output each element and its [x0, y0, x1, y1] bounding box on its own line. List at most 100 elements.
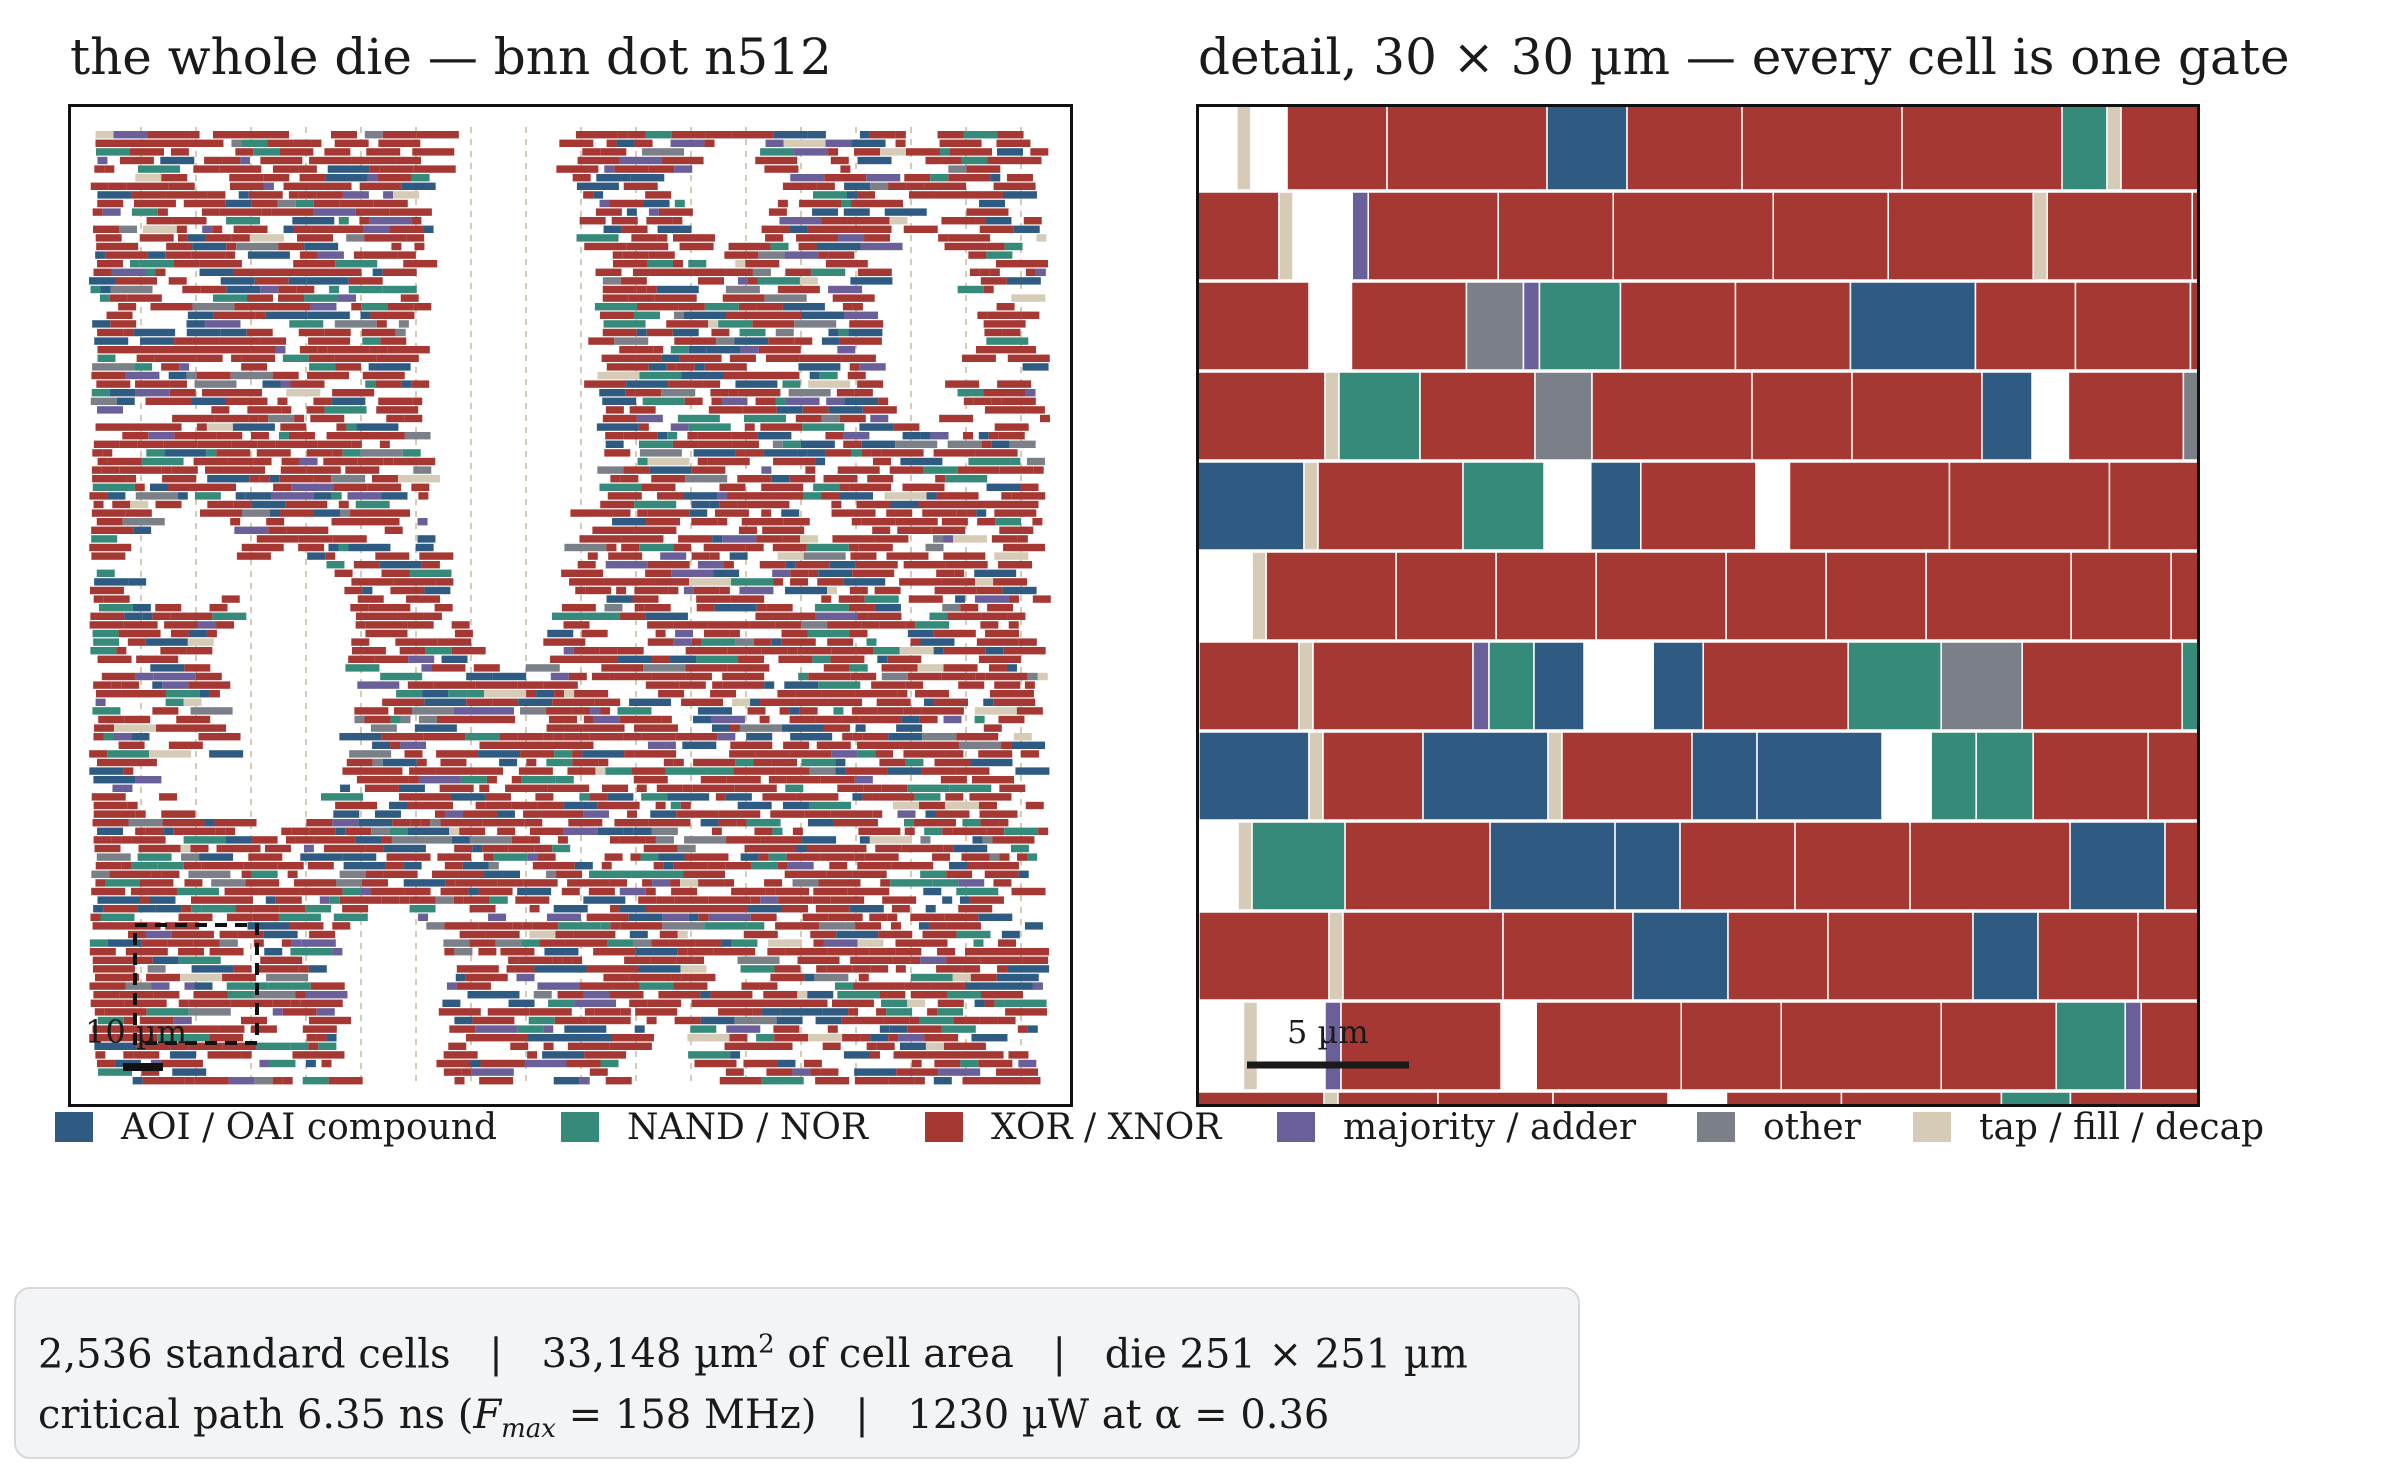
die-cell — [123, 621, 158, 629]
die-cell — [290, 999, 301, 1007]
die-cell — [1007, 612, 1026, 620]
die-cell — [94, 337, 129, 345]
die-cell — [407, 681, 434, 689]
die-cell — [478, 887, 513, 896]
die-cell — [812, 896, 831, 904]
die-cell — [403, 260, 438, 268]
detail-cell — [2032, 191, 2048, 281]
die-cell — [960, 604, 979, 612]
die-cell — [708, 406, 743, 414]
die-cell — [729, 750, 756, 758]
die-cell — [145, 930, 172, 939]
detail-cell — [1522, 281, 1541, 371]
die-cell — [687, 948, 714, 956]
die-cell — [529, 836, 540, 844]
die-cell — [348, 543, 391, 552]
die-cell — [746, 922, 765, 930]
die-cell — [798, 672, 809, 681]
die-cell — [345, 664, 380, 672]
die-cell — [232, 423, 275, 431]
die-cell — [576, 182, 619, 190]
die-cell — [901, 844, 944, 853]
die-cell — [726, 836, 761, 844]
die-cell — [877, 707, 904, 715]
die-cell — [596, 174, 631, 182]
die-cell — [672, 260, 683, 268]
die-cell — [310, 414, 345, 423]
die-cell — [89, 586, 124, 595]
die-cell — [565, 939, 608, 947]
die-cell — [933, 535, 944, 543]
die-cell — [866, 638, 877, 646]
die-cell — [849, 363, 860, 371]
die-cell — [863, 784, 882, 792]
die-cell — [438, 1008, 481, 1016]
die-cell — [731, 432, 758, 440]
die-cell — [157, 208, 168, 216]
die-cell — [695, 939, 722, 947]
die-cell — [359, 217, 370, 225]
die-cell — [848, 328, 883, 337]
die-cell — [641, 733, 676, 741]
die-cell — [349, 750, 392, 758]
die-cell — [167, 483, 202, 491]
die-cell — [379, 561, 422, 569]
die-cell — [124, 715, 151, 724]
die-cell — [327, 165, 370, 173]
die-cell — [178, 956, 221, 964]
die-cell — [924, 698, 935, 706]
die-cell — [247, 251, 290, 259]
die-cell — [395, 638, 438, 646]
die-cell — [933, 647, 944, 655]
die-cell — [991, 397, 1002, 405]
die-cell — [1022, 956, 1049, 964]
die-cell — [204, 156, 223, 165]
die-cell — [376, 354, 419, 362]
die-cell — [313, 199, 340, 208]
detail-cell — [1502, 911, 1634, 1001]
die-cell — [628, 294, 655, 302]
detail-region-marker — [133, 923, 259, 1045]
die-cell — [937, 948, 956, 956]
die-cell — [233, 225, 268, 233]
die-cell — [725, 1068, 744, 1076]
die-cell — [787, 647, 798, 655]
die-cell — [623, 733, 642, 741]
die-cell — [437, 638, 472, 646]
die-cell — [544, 948, 579, 956]
die-cell — [594, 1008, 621, 1016]
die-cell — [309, 182, 352, 190]
die-cell — [795, 690, 822, 698]
die-cell — [638, 440, 673, 448]
die-cell — [768, 208, 787, 216]
die-cell — [755, 750, 790, 758]
die-cell — [317, 346, 328, 354]
die-cell — [590, 707, 601, 715]
die-cell — [934, 1059, 961, 1068]
die-cell — [895, 965, 906, 973]
die-cell — [781, 509, 800, 517]
die-cell — [741, 982, 760, 990]
die-cell — [613, 982, 640, 990]
die-cell — [213, 294, 248, 302]
die-cell — [136, 655, 179, 663]
die-cell — [424, 586, 451, 595]
die-cell — [943, 535, 954, 543]
die-cell — [800, 535, 819, 543]
die-cell — [700, 819, 719, 827]
die-cell — [905, 621, 916, 629]
die-cell — [567, 879, 610, 887]
die-cell — [94, 1008, 105, 1016]
detail-cell — [1199, 731, 1310, 821]
die-cell — [451, 621, 470, 629]
die-cell — [263, 182, 274, 190]
die-cell — [979, 199, 1006, 208]
die-cell — [520, 707, 547, 715]
die-cell — [874, 535, 909, 543]
die-cell — [91, 793, 126, 801]
die-cell — [601, 354, 636, 362]
die-cell — [328, 543, 339, 552]
die-cell — [356, 423, 399, 431]
die-cell — [224, 887, 259, 896]
die-cell — [294, 879, 337, 887]
